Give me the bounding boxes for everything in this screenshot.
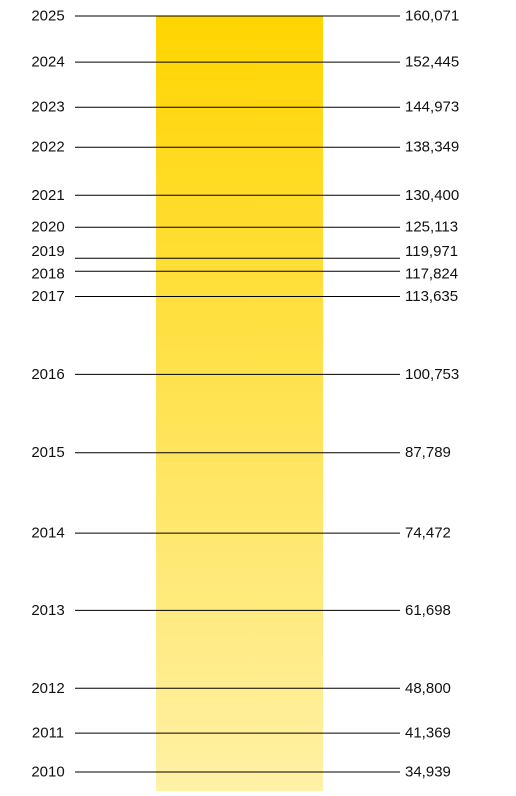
year-label: 2021	[31, 187, 64, 204]
value-label: 138,349	[405, 139, 459, 156]
value-label: 61,698	[405, 602, 451, 619]
value-label: 117,824	[405, 266, 458, 283]
value-label: 130,400	[405, 187, 459, 204]
data-row: 2014 74,472	[31, 525, 451, 542]
data-row: 2013 61,698	[31, 602, 451, 619]
value-label: 144,973	[405, 99, 459, 116]
data-row: 2023 144,973	[31, 99, 459, 116]
data-row: 2022 138,349	[31, 139, 459, 156]
year-label: 2012	[31, 680, 64, 697]
data-row: 2016 100,753	[31, 366, 459, 383]
value-label: 48,800	[405, 680, 451, 697]
year-label: 2020	[31, 219, 64, 236]
data-row: 2011 41,369	[32, 725, 451, 742]
data-row: 2010 34,939	[31, 764, 451, 781]
year-label: 2023	[31, 99, 64, 116]
year-label: 2025	[31, 8, 64, 25]
value-label: 119,971	[405, 243, 458, 260]
year-label: 2011	[32, 725, 64, 742]
value-label: 41,369	[405, 725, 451, 742]
year-label: 2017	[31, 288, 64, 305]
data-row: 2019 119,971	[31, 243, 458, 260]
year-label: 2013	[31, 602, 64, 619]
value-label: 160,071	[405, 8, 459, 25]
year-label: 2018	[31, 266, 64, 283]
data-row: 2021 130,400	[31, 187, 459, 204]
year-label: 2024	[31, 54, 64, 71]
data-row: 2015 87,789	[31, 444, 451, 461]
value-label: 34,939	[405, 764, 451, 781]
year-label: 2015	[31, 444, 64, 461]
data-row: 2020 125,113	[31, 219, 458, 236]
value-label: 152,445	[405, 54, 459, 71]
value-label: 125,113	[405, 219, 458, 236]
year-label: 2019	[31, 243, 64, 260]
year-label: 2014	[31, 525, 64, 542]
year-label: 2016	[31, 366, 64, 383]
data-row: 2017 113,635	[31, 288, 458, 305]
data-row: 2024 152,445	[31, 54, 459, 71]
value-label: 87,789	[405, 444, 451, 461]
data-row: 2018 117,824	[31, 266, 458, 283]
data-row: 2025 160,071	[31, 8, 459, 25]
value-label: 74,472	[405, 525, 451, 542]
data-row: 2012 48,800	[31, 680, 451, 697]
gradient-bar	[156, 16, 323, 791]
value-label: 100,753	[405, 366, 459, 383]
year-label: 2010	[31, 764, 64, 781]
year-label: 2022	[31, 139, 64, 156]
value-label: 113,635	[405, 288, 458, 305]
chart-marks: 2025 160,071 2024 152,445 2023 144,973 2022 138…	[31, 8, 459, 781]
